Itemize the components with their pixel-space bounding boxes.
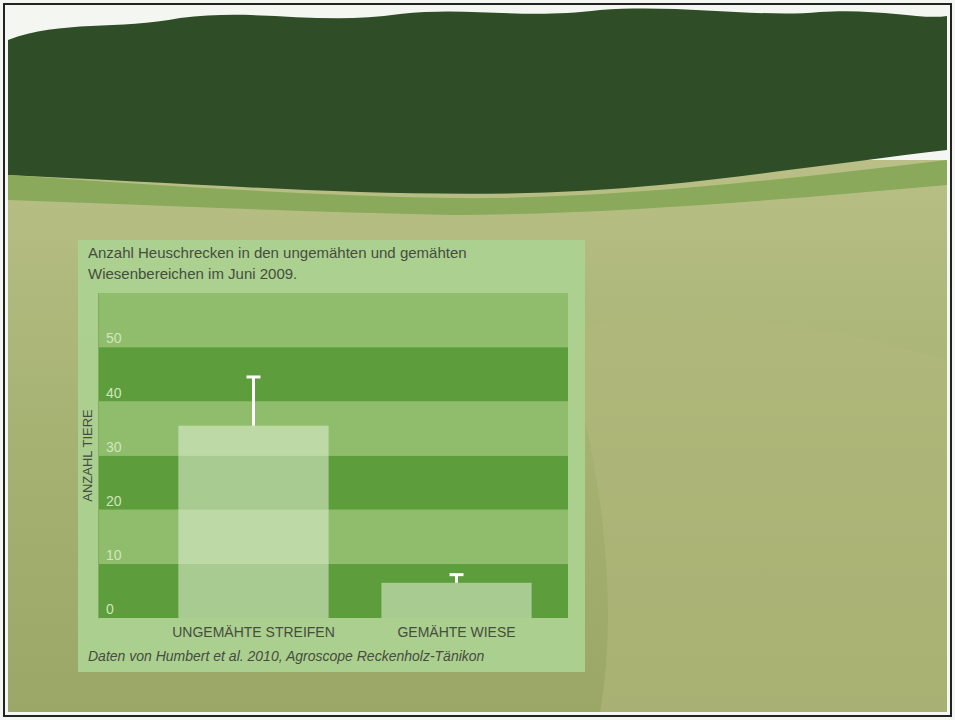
y-tick-label: 10	[106, 547, 122, 563]
photo-frame	[4, 4, 951, 716]
page: Anzahl Heuschrecken in den ungemähten un…	[0, 0, 955, 720]
source-note: Daten von Humbert et al. 2010, Agroscope…	[88, 648, 485, 664]
y-tick-label: 40	[106, 385, 122, 401]
grid-band	[98, 564, 568, 618]
y-tick: 50	[98, 330, 122, 347]
grid-band	[98, 510, 568, 564]
y-axis-line	[98, 294, 99, 619]
y-tick: 10	[98, 547, 122, 564]
error-cap	[246, 375, 260, 378]
marks	[178, 377, 531, 618]
error-cap	[450, 573, 464, 576]
forest	[8, 8, 947, 193]
y-tick: 30	[98, 439, 122, 456]
grid-band	[98, 401, 568, 455]
x-tick-label: UNGEMÄHTE STREIFEN	[172, 624, 335, 640]
y-tick-label: 20	[106, 493, 122, 509]
y-tick-label: 50	[106, 330, 122, 346]
chart-panel	[78, 240, 585, 672]
chart-title: Anzahl Heuschrecken in den ungemähten un…	[88, 244, 467, 282]
error-line	[252, 377, 255, 426]
y-axis: 0 10 20 30 40 50	[98, 294, 122, 619]
grass-strip	[560, 318, 947, 712]
x-tick: GEMÄHTE WIESE	[397, 618, 515, 640]
meadow	[8, 160, 947, 712]
y-axis-title: ANZAHL TIERE	[80, 409, 95, 502]
grid-band	[98, 347, 568, 401]
y-tick: 0	[98, 601, 114, 618]
bar	[178, 426, 328, 618]
grid-band	[98, 293, 568, 347]
error-bar	[450, 575, 464, 583]
grid	[98, 293, 568, 618]
x-tick: UNGEMÄHTE STREIFEN	[172, 618, 335, 640]
background-photo	[0, 0, 955, 720]
y-tick: 40	[98, 385, 122, 402]
y-tick-label: 30	[106, 439, 122, 455]
x-axis: UNGEMÄHTE STREIFEN GEMÄHTE WIESE	[172, 618, 515, 640]
error-bar	[246, 377, 260, 426]
grid-band	[98, 456, 568, 510]
y-tick-label: 0	[106, 601, 114, 617]
y-tick: 20	[98, 493, 122, 510]
x-tick-label: GEMÄHTE WIESE	[397, 624, 515, 640]
meadow-edge	[8, 160, 947, 215]
sky	[0, 0, 955, 720]
bar	[381, 583, 531, 618]
